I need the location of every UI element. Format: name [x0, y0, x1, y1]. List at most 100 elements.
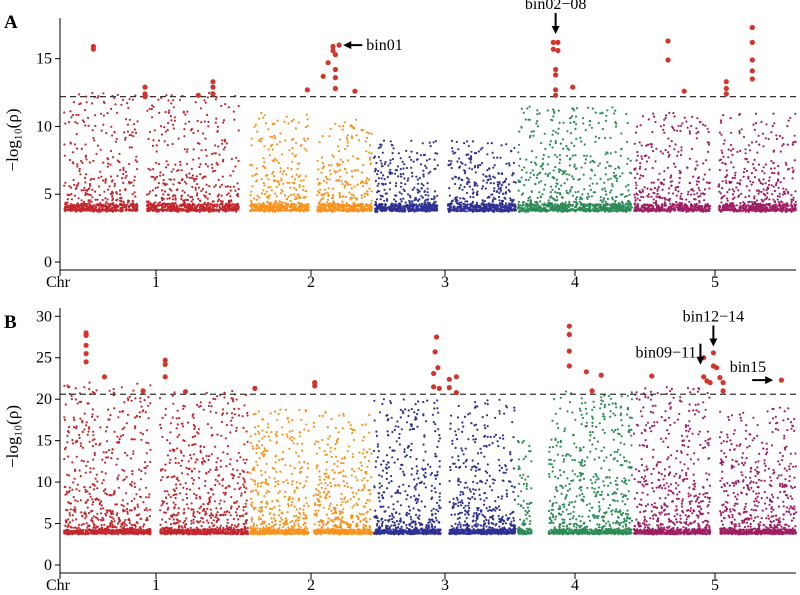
- bg-point-chr3: [411, 175, 414, 178]
- bg-point-chr2: [280, 201, 283, 204]
- bg-point-chr1: [97, 176, 100, 179]
- bg-point-chr2: [256, 130, 259, 133]
- bg-point-chr1: [200, 189, 203, 193]
- bg-point-chr5: [636, 172, 639, 175]
- bg-point-chr1: [65, 203, 68, 206]
- bg-point-chr3: [496, 210, 499, 213]
- bg-point-chr1: [203, 99, 206, 102]
- bg-point-chr4: [569, 190, 572, 193]
- bg-point-chr1: [167, 109, 171, 112]
- bg-point-chr1: [147, 201, 150, 204]
- bg-point-chr4: [530, 150, 534, 153]
- bg-point-chr1: [105, 132, 108, 135]
- bg-point-chr5: [681, 122, 684, 125]
- bg-point-chr1: [159, 125, 163, 128]
- bg-point-chr5: [695, 137, 698, 140]
- bg-point-chr3: [455, 196, 459, 199]
- bg-point-chr1: [186, 198, 190, 202]
- bg-point-chr1: [91, 129, 94, 132]
- bg-point-chr2: [285, 173, 288, 176]
- bg-point-chr2: [368, 156, 372, 159]
- bg-point-chr4: [589, 161, 592, 164]
- bg-point-chr1: [119, 209, 122, 213]
- bg-point-chr3: [448, 194, 451, 197]
- bg-point-chr4: [609, 206, 612, 209]
- bg-point-chr2: [343, 121, 346, 124]
- bg-point-chr1: [102, 204, 105, 207]
- bg-point-chr5: [655, 200, 658, 203]
- bg-point-chr3: [433, 158, 436, 161]
- bg-point-chr3: [409, 196, 412, 199]
- bg-point-chr3: [487, 203, 490, 206]
- bg-point-chr4: [531, 169, 534, 172]
- bg-point-chr2: [349, 198, 352, 201]
- bg-point-chr1: [214, 121, 217, 124]
- bg-point-chr2: [327, 187, 330, 190]
- bg-point-chr3: [384, 207, 387, 210]
- bg-point-chr2: [290, 120, 293, 123]
- bg-point-chr3: [394, 200, 397, 203]
- bg-point-chr3: [452, 152, 455, 155]
- bg-point-chr1: [122, 98, 125, 101]
- bg-point-chr2: [297, 201, 300, 204]
- bg-point-chr4: [612, 175, 616, 178]
- bg-point-chr1: [209, 210, 212, 213]
- bg-point-chr1: [187, 206, 190, 209]
- bg-point-chr1: [154, 201, 157, 204]
- bg-point-chr2: [319, 182, 322, 185]
- bg-point-chr1: [71, 151, 75, 154]
- bg-point-chr1: [124, 138, 127, 141]
- bg-point-chr3: [493, 189, 496, 192]
- bg-point-chr5: [692, 175, 695, 178]
- bg-point-chr4: [586, 197, 589, 200]
- bg-point-chr1: [129, 209, 132, 212]
- bg-point-chr3: [425, 159, 429, 162]
- bg-point-chr2: [257, 117, 261, 120]
- bg-point-chr4: [561, 138, 565, 141]
- bg-point-chr1: [202, 175, 205, 178]
- bg-point-chr4: [613, 112, 616, 115]
- bg-point-chr1: [128, 146, 131, 149]
- bg-point-chr2: [369, 207, 373, 210]
- bg-point-chr3: [394, 168, 397, 172]
- bg-point-chr1: [229, 189, 232, 192]
- bg-point-chr2: [341, 128, 344, 131]
- bg-point-chr4: [611, 185, 614, 188]
- bg-point-chr1: [208, 192, 211, 196]
- bg-point-chr2: [323, 209, 326, 212]
- bg-point-chr3: [388, 188, 391, 191]
- bg-point-chr1: [172, 183, 175, 186]
- bg-point-chr2: [368, 204, 371, 207]
- bg-point-chr4: [547, 155, 550, 158]
- bg-point-chr2: [264, 208, 267, 211]
- bg-point-chr4: [627, 205, 630, 208]
- bg-point-chr4: [604, 119, 608, 122]
- bg-point-chr4: [517, 200, 521, 203]
- bg-point-chr2: [285, 115, 288, 118]
- bg-point-chr2: [343, 186, 346, 189]
- bg-point-chr3: [424, 210, 427, 213]
- bg-point-chr2: [274, 210, 277, 213]
- bg-point-chr2: [352, 194, 355, 197]
- bg-point-chr1: [153, 129, 156, 132]
- bg-point-chr1: [157, 98, 160, 101]
- bg-point-chr5: [703, 188, 707, 191]
- bg-point-chr4: [517, 189, 520, 192]
- bg-point-chr1: [199, 199, 202, 203]
- bg-point-chr1: [170, 189, 173, 192]
- bg-point-chr5: [697, 180, 700, 183]
- bg-point-chr2: [325, 201, 329, 204]
- bg-point-chr3: [393, 172, 397, 175]
- bg-point-chr3: [416, 207, 419, 210]
- bg-point-chr4: [522, 209, 525, 212]
- bg-point-chr2: [299, 196, 302, 199]
- bg-point-chr3: [383, 188, 386, 191]
- bg-point-chr5: [690, 193, 693, 196]
- bg-point-chr5: [668, 145, 671, 148]
- bg-point-chr4: [546, 109, 549, 112]
- bg-point-chr4: [601, 188, 604, 191]
- bg-point-chr2: [280, 206, 283, 209]
- bg-point-chr3: [410, 166, 413, 169]
- bg-point-chr1: [207, 210, 210, 213]
- bg-point-chr1: [66, 201, 69, 204]
